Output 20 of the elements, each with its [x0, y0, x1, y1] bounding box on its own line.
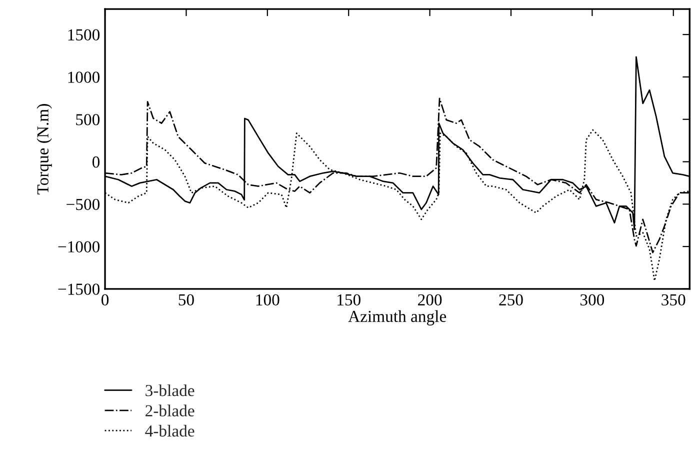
y-tick-label: 1500 [68, 29, 100, 40]
y-tick-label: −500 [66, 198, 100, 210]
legend-label: 4-blade [145, 424, 194, 437]
x-tick-label: 0 [102, 294, 109, 306]
x-axis-title: Azimuth angle [348, 310, 446, 326]
y-axis-title: Torque (N.m) [36, 104, 52, 194]
x-tick-label: 100 [256, 294, 280, 306]
x-tick-label: 300 [580, 294, 604, 306]
x-tick-label: 200 [418, 294, 442, 306]
legend-label: 2-blade [146, 404, 194, 416]
y-tick-label: 500 [76, 114, 100, 126]
y-tick-label: −1000 [58, 241, 100, 252]
legend-label: 3-blade [146, 384, 194, 396]
y-tick-label: 0 [92, 156, 100, 168]
y-tick-label: −1500 [58, 284, 100, 295]
x-tick-label: 250 [499, 294, 523, 306]
x-tick-label: 350 [662, 294, 686, 306]
x-tick-label: 50 [178, 294, 194, 306]
x-tick-label: 150 [338, 294, 360, 306]
y-tick-label: 1000 [68, 72, 100, 83]
